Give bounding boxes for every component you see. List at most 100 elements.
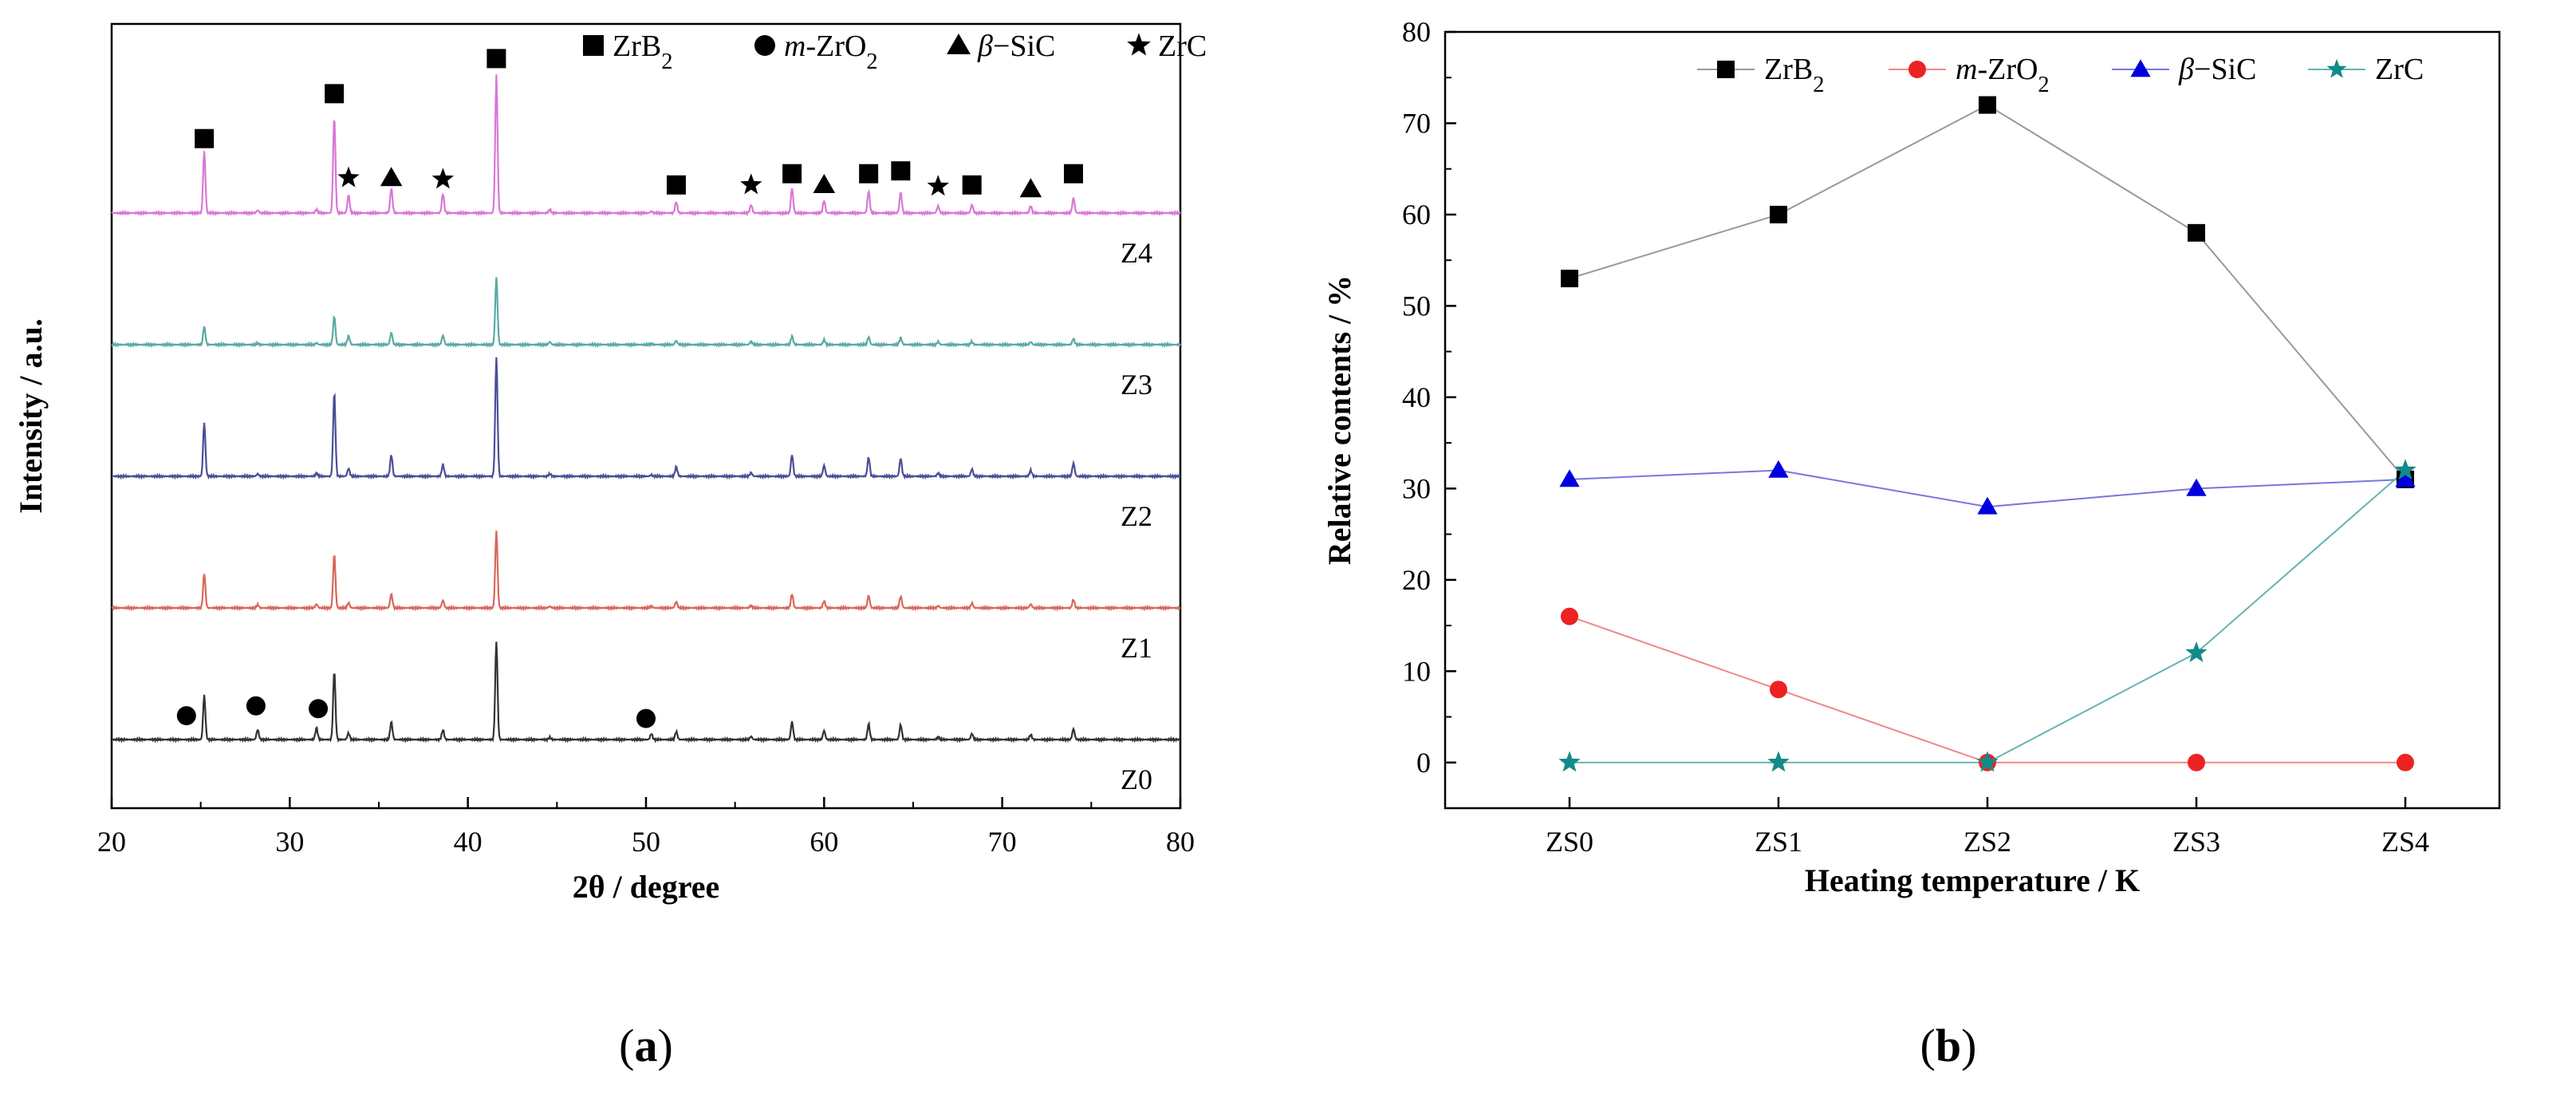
phase-marker-circle [636,708,656,728]
phase-marker-square [325,84,345,104]
data-point-triangle [1559,469,1580,487]
legend-marker-square [1717,61,1735,78]
y-axis-title: Relative contents / % [1321,275,1357,565]
x-tick-label: 40 [454,826,483,858]
text-part: m [784,30,805,63]
y-tick-label: 50 [1402,290,1431,322]
legend-marker-circle [754,35,775,56]
trace-label-z1: Z1 [1121,632,1152,664]
phase-marker-triangle [1019,178,1042,198]
x-tick-label: ZS4 [2381,826,2429,858]
data-point-star [1976,751,1999,772]
legend-label: β−SiC [2178,53,2256,86]
y-tick-label: 10 [1402,655,1431,687]
legend-marker-star [2326,58,2347,78]
text-part: ZrC [2375,53,2424,86]
xrd-trace-z0 [112,641,1181,744]
x-axis-title: 2θ / degree [573,869,720,905]
text-part: ( [619,1020,634,1071]
phase-marker-square [859,164,879,183]
legend-label: β−SiC [977,30,1055,63]
phase-marker-triangle [380,167,403,187]
text-part: ) [1961,1020,1976,1071]
x-tick-label: 60 [809,826,838,858]
y-tick-label: 60 [1402,199,1431,231]
data-point-triangle [2395,469,2416,487]
data-point-triangle [2186,478,2207,496]
data-point-star [2185,641,2208,662]
text-part: 2 [866,49,877,74]
x-tick-label: 80 [1166,826,1195,858]
legend: ZrB2 m-ZrO2 β−SiC ZrC [583,30,1207,74]
text-part: β [2178,53,2194,86]
trace-label-z2: Z2 [1121,500,1152,532]
x-axis-title: Heating temperature / K [1805,862,2140,898]
plot-frame [1444,30,2501,810]
data-point-circle [1561,607,1578,625]
y-tick-label: 30 [1402,472,1431,504]
phase-marker-circle [246,696,266,716]
text-part: ZrB [612,30,661,63]
phase-marker-square [962,175,982,195]
panel-label: (b) [1920,1020,1977,1071]
text-part: b [1936,1020,1961,1071]
x-tick-label: ZS1 [1755,826,1802,858]
panel-a-xrd-chart: Z0 Z1 Z2 Z3 Z4 20 30 40 50 60 70 80 2θ / degree Inten… [13,22,1207,1071]
x-tick-label: 70 [988,826,1017,858]
text-part: ) [658,1020,673,1071]
xrd-trace-z1 [111,531,1181,612]
text-part: 2 [1813,73,1824,97]
trace-label-z0: Z0 [1121,764,1152,795]
data-point-circle [1770,681,1787,699]
y-tick-label: 0 [1416,747,1431,779]
text-part: 2 [661,49,672,74]
y-tick-label: 40 [1402,381,1431,413]
trace-label-z3: Z3 [1121,369,1152,401]
series-line [1569,615,2405,764]
xrd-trace-z2 [112,357,1181,480]
xrd-trace-z3 [111,277,1181,349]
x-tick-label: ZS0 [1546,826,1593,858]
y-tick-label: 70 [1402,107,1431,139]
text-part: -ZrO [805,30,866,63]
data-point-square [1561,270,1578,288]
text-part: −SiC [993,30,1055,63]
legend-label: m-ZrO2 [784,30,878,74]
data-point-square [2188,223,2205,242]
legend-label: ZrB2 [612,30,672,74]
data-point-circle [2397,753,2414,771]
data-point-star [1558,751,1581,772]
y-axis-title: Intensity / a.u. [13,318,49,514]
data-point-triangle [1768,460,1789,478]
x-tick-label: 50 [632,826,660,858]
legend-marker-triangle [2130,59,2151,77]
phase-marker-star [337,166,360,187]
x-tick-label: ZS2 [1964,826,2011,858]
text-part: m [1956,53,1977,86]
phase-marker-square [486,49,506,69]
series-line [1569,104,2406,480]
phase-marker-square [1064,164,1083,183]
legend-label: m-ZrO2 [1956,53,2050,97]
phase-marker-star [740,173,762,195]
y-tick-label: 20 [1402,564,1431,596]
text-part: a [635,1020,658,1071]
x-tick-label: 30 [275,826,304,858]
phase-marker-circle [176,706,196,726]
x-tick-label: 20 [97,826,126,858]
legend-marker-circle [1908,61,1926,78]
data-point-triangle [1977,496,1998,515]
data-point-square [1979,96,1996,114]
text-part: ( [1920,1020,1936,1071]
phase-marker-circle [309,699,329,719]
xrd-trace-z4 [111,74,1181,217]
legend: ZrB2 m-ZrO2 β−SiC ZrC [1697,53,2424,97]
plot-frame [110,22,1182,810]
text-part: ZrC [1158,30,1207,63]
phase-marker-triangle [813,174,836,193]
legend-marker-square [583,35,604,56]
text-part: 2 [2038,73,2049,97]
text-part: −SiC [2194,53,2256,86]
phase-marker-star [431,168,455,189]
